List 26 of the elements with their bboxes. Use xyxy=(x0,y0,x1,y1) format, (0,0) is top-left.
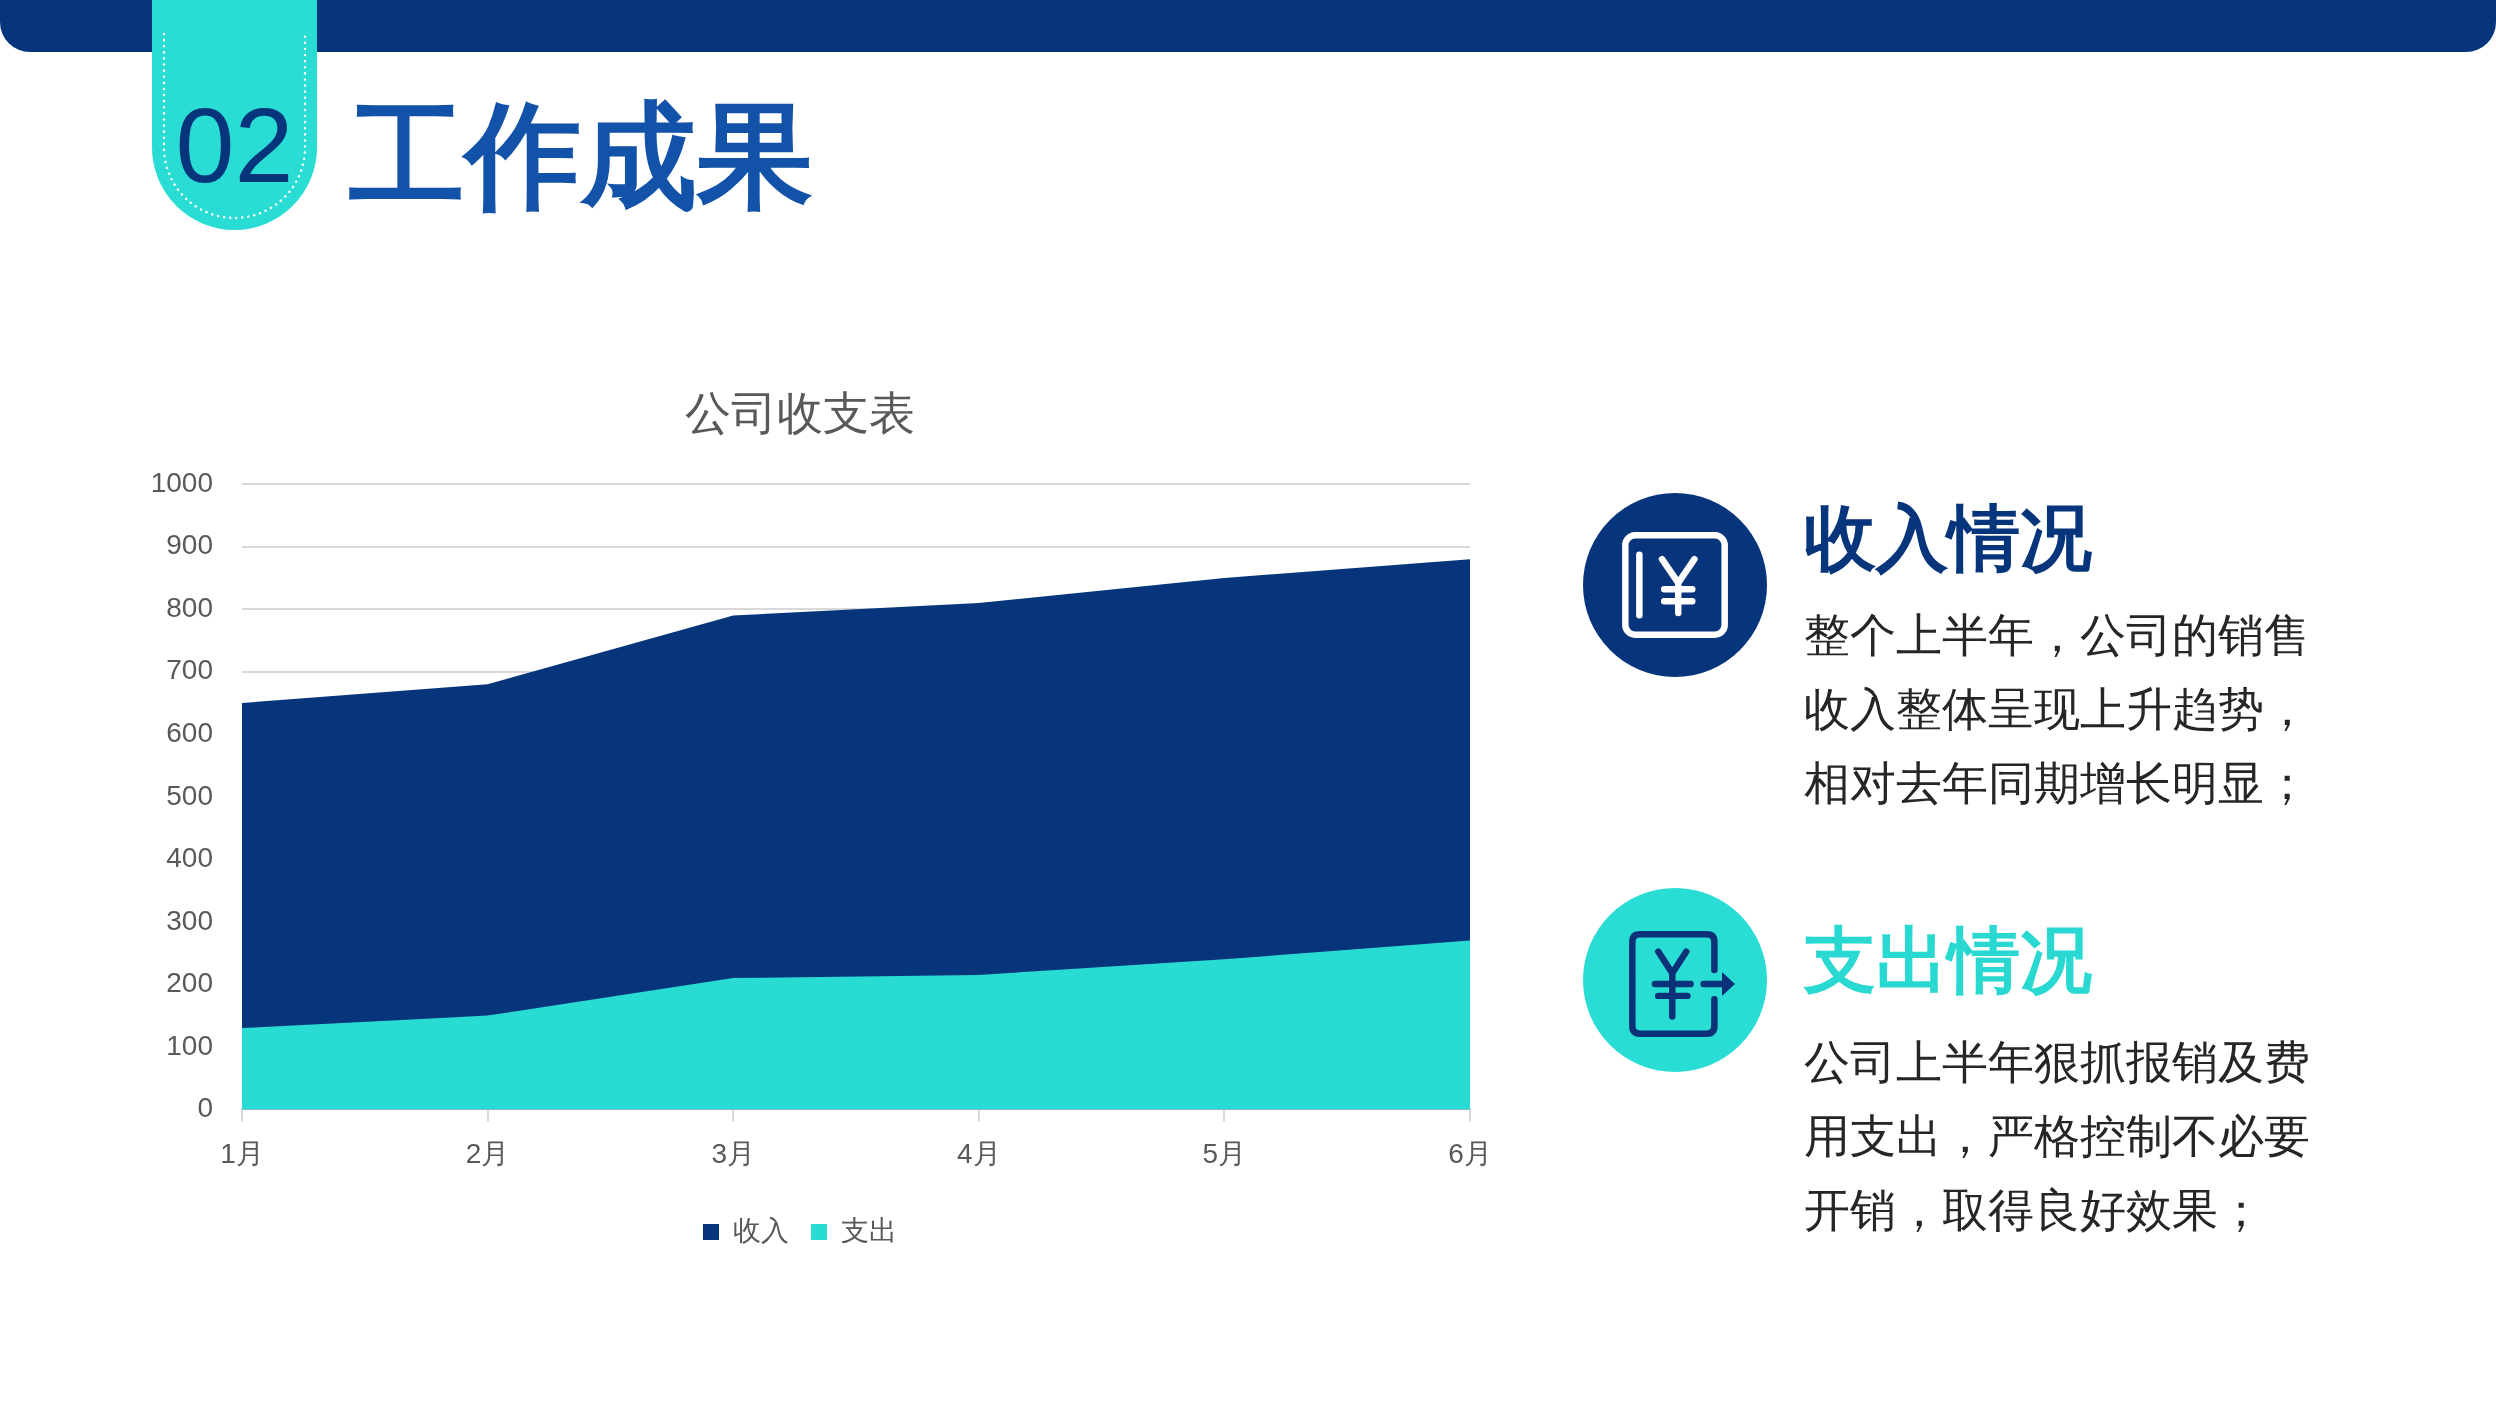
text: 工作成果 xyxy=(349,88,813,223)
x-tick-label: 3月 xyxy=(711,1137,755,1169)
text: 整个上半年，公司的销售收入整体呈现上升趋势，相对去年同期增长明显； xyxy=(1804,607,2311,812)
legend-label: 支出 xyxy=(841,1214,897,1246)
text: 支出情况 xyxy=(1804,918,2092,1002)
x-tick-label: 4月 xyxy=(957,1137,1001,1169)
x-tick-label: 1月 xyxy=(220,1137,264,1169)
x-tick-label: 2月 xyxy=(465,1137,510,1169)
y-tick-label: 300 xyxy=(166,904,213,936)
y-tick-label: 200 xyxy=(166,967,213,999)
x-tick-label: 5月 xyxy=(1202,1137,1247,1169)
text: 02 xyxy=(174,86,295,204)
y-tick-label: 400 xyxy=(166,842,213,874)
y-tick-label: 900 xyxy=(166,529,213,561)
y-tick-label: 500 xyxy=(166,779,213,811)
legend-label: 收入 xyxy=(733,1214,789,1246)
y-tick-label: 0 xyxy=(197,1092,213,1124)
text: 公司上半年狠抓报销及费用支出，严格控制不必要开销，取得良好效果； xyxy=(1804,1034,2311,1239)
x-tick-label: 6月 xyxy=(1448,1137,1492,1169)
y-tick-label: 800 xyxy=(166,591,213,623)
y-tick-label: 700 xyxy=(166,654,213,686)
y-tick-label: 600 xyxy=(166,717,213,748)
y-tick-label: 100 xyxy=(166,1029,213,1061)
text: 收入情况 xyxy=(1804,496,2092,580)
y-tick-label: 1000 xyxy=(150,466,213,498)
chart-title: 公司收支表 xyxy=(685,387,915,440)
